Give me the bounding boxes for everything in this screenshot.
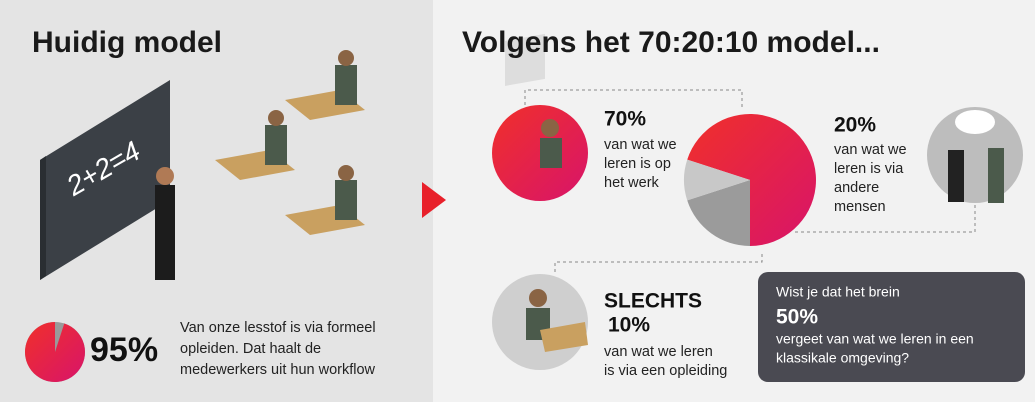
text-line: van wat we: [604, 137, 677, 153]
small-pie-label: 95%: [90, 331, 158, 369]
text-line: vergeet van wat we leren in een: [776, 331, 974, 347]
label-70: 70%: [604, 108, 646, 131]
text-line: mensen: [834, 199, 886, 215]
arrow: [422, 182, 446, 218]
pie-slice: [687, 114, 817, 246]
text-line: Van onze lesstof is via formeel: [180, 320, 376, 336]
box-value: 50%: [776, 306, 818, 329]
pie-slice: [24, 322, 86, 382]
pie-slice: [684, 159, 750, 201]
connector-lines: [524, 89, 976, 272]
text-line: is via een opleiding: [604, 363, 727, 379]
left-title: Huidig model: [32, 26, 222, 59]
text-line: opleiden. Dat haalt de: [180, 341, 321, 357]
text-line: andere: [834, 180, 879, 196]
right-title: Volgens het 70:20:10 model...: [462, 26, 880, 59]
text-line: van wat we leren: [604, 344, 713, 360]
text-line: het werk: [604, 175, 660, 191]
label-20: 20%: [834, 114, 876, 137]
slechts: SLECHTS: [604, 290, 702, 313]
text-line: medewerkers uit hun workflow: [180, 362, 376, 378]
text-line: leren is via: [834, 161, 904, 177]
text-line: van wat we: [834, 142, 907, 158]
pie-slice: [687, 180, 750, 246]
box-intro: Wist je dat het brein: [776, 284, 900, 300]
classroom-illustration: 2+2=4: [40, 50, 365, 280]
fact-box: [758, 272, 1025, 382]
label-10: 10%: [608, 314, 650, 337]
photo-circles: [492, 33, 1023, 370]
text-line: leren is op: [604, 156, 671, 172]
text-line: klassikale omgeving?: [776, 350, 909, 366]
